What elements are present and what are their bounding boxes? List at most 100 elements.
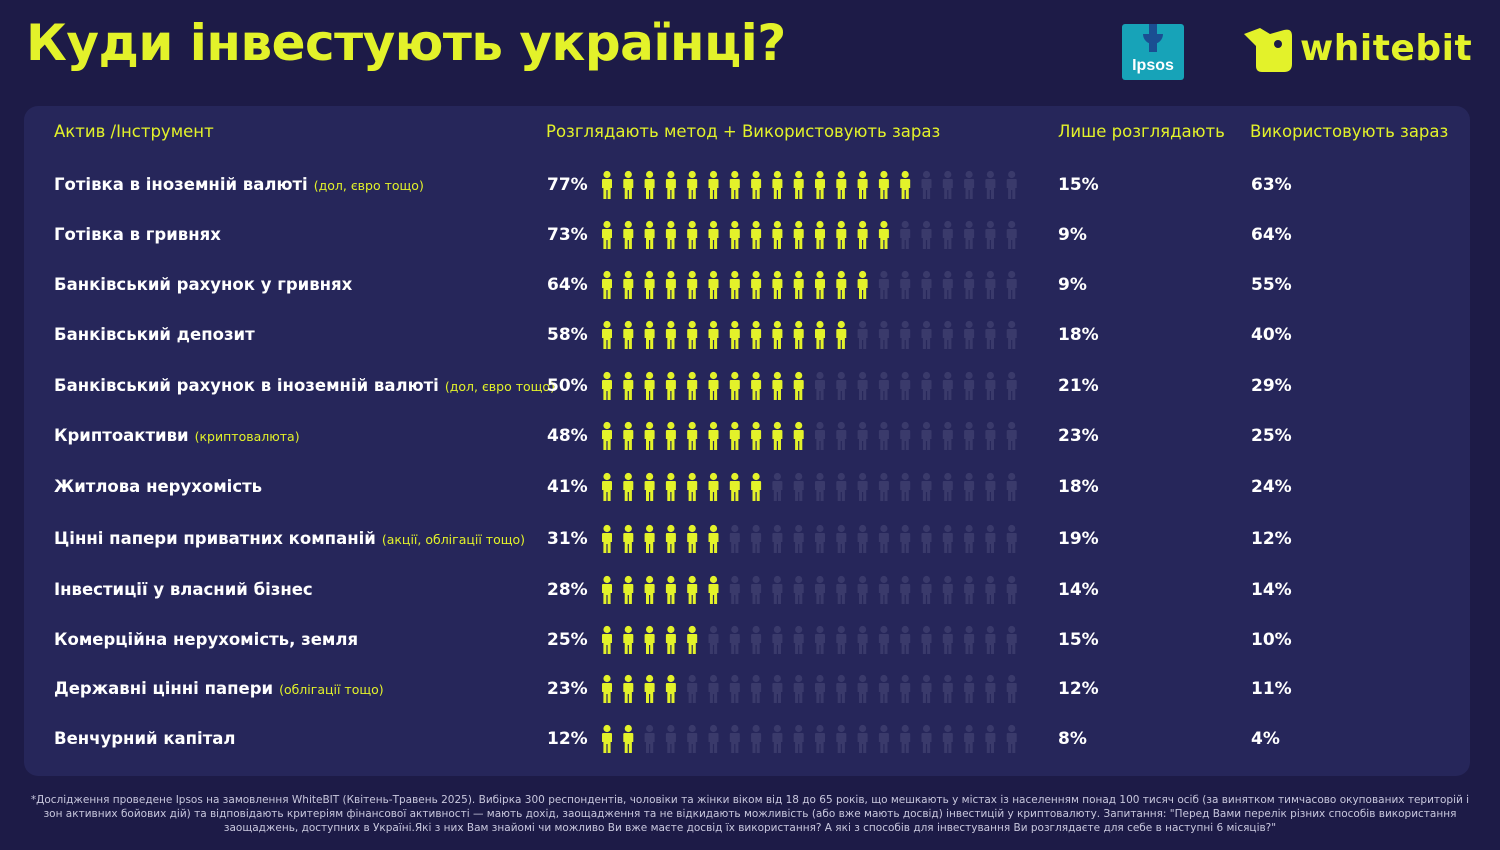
table-row: Цінні папери приватних компаній (акції, о… — [0, 524, 1500, 554]
person-icon-empty — [878, 674, 889, 703]
asset-label: Державні цінні папери (облігації тощо) — [54, 674, 384, 704]
person-icon-empty — [751, 625, 762, 654]
person-icon-filled — [623, 724, 634, 753]
person-icon-empty — [900, 220, 911, 249]
person-icon-filled — [644, 270, 655, 299]
asset-note: (облігації тощо) — [279, 682, 384, 697]
person-icon-empty — [985, 220, 996, 249]
person-icon-empty — [857, 421, 868, 450]
asset-label: Банківський рахунок у гривнях — [54, 270, 352, 300]
table-row: Готівка в іноземній валюті (дол, євро тощ… — [0, 170, 1500, 200]
person-icon-filled — [687, 320, 698, 349]
person-icon-filled — [793, 371, 804, 400]
person-icon-empty — [900, 320, 911, 349]
person-icon-empty — [964, 524, 975, 553]
person-icon-empty — [836, 575, 847, 604]
asset-name: Венчурний капітал — [54, 729, 236, 748]
person-icon-filled — [687, 270, 698, 299]
person-icon-empty — [751, 575, 762, 604]
table-row: Житлова нерухомість 41% 18% 24% — [0, 472, 1500, 502]
person-icon-empty — [1006, 674, 1017, 703]
person-icon-filled — [665, 170, 676, 199]
person-icon-empty — [985, 674, 996, 703]
person-icon-empty — [1006, 421, 1017, 450]
person-icon-filled — [623, 220, 634, 249]
person-icon-empty — [985, 625, 996, 654]
person-icon-empty — [708, 674, 719, 703]
combined-value: 31% — [547, 529, 588, 549]
person-icon-filled — [836, 220, 847, 249]
person-icon-filled — [687, 575, 698, 604]
person-icon-filled — [602, 421, 612, 450]
footnote: *Дослідження проведене Ipsos на замовлен… — [30, 794, 1470, 834]
person-icon-empty — [1006, 270, 1017, 299]
combined-value: 77% — [547, 175, 588, 195]
combined-value: 58% — [547, 325, 588, 345]
person-icon-row — [602, 625, 1017, 654]
asset-note: (акції, облігації тощо) — [381, 532, 526, 547]
person-icon-filled — [751, 270, 762, 299]
combined-value: 64% — [547, 275, 588, 295]
person-icon-empty — [857, 575, 868, 604]
person-icon-filled — [729, 472, 740, 501]
person-icon-empty — [964, 724, 975, 753]
person-icon-filled — [836, 270, 847, 299]
person-icon-empty — [1006, 625, 1017, 654]
person-icon-empty — [942, 575, 953, 604]
person-icon-row — [602, 524, 1017, 553]
using-now-value: 11% — [1251, 679, 1292, 699]
person-icon-filled — [623, 270, 634, 299]
asset-label: Інвестиції у власний бізнес — [54, 575, 313, 605]
table-row: Готівка в гривнях 73% 9% 64% — [0, 220, 1500, 250]
person-icon-empty — [921, 472, 932, 501]
person-icon-filled — [751, 320, 762, 349]
person-icon-filled — [751, 170, 762, 199]
person-icon-filled — [602, 220, 612, 249]
person-icon-filled — [644, 625, 655, 654]
person-icon-filled — [665, 524, 676, 553]
asset-name: Банківський рахунок у гривнях — [54, 275, 353, 294]
person-icon-filled — [687, 625, 698, 654]
person-icon-empty — [942, 320, 953, 349]
person-icon-row — [602, 575, 1017, 604]
person-icon-empty — [729, 575, 740, 604]
asset-label: Комерційна нерухомість, земля — [54, 625, 358, 655]
person-icon-filled — [623, 421, 634, 450]
person-icon-empty — [857, 724, 868, 753]
using-now-value: 63% — [1251, 175, 1292, 195]
person-icon-empty — [836, 421, 847, 450]
asset-label: Банківський депозит — [54, 320, 255, 350]
person-icon-row — [602, 674, 1017, 703]
person-icon-empty — [878, 472, 889, 501]
asset-name: Банківський депозит — [54, 325, 255, 344]
person-icon-empty — [793, 575, 804, 604]
using-now-value: 64% — [1251, 225, 1292, 245]
person-icon-filled — [729, 421, 740, 450]
person-icon-empty — [878, 371, 889, 400]
person-icon-filled — [708, 270, 719, 299]
using-now-value: 24% — [1251, 477, 1292, 497]
person-icon-empty — [772, 674, 783, 703]
person-icon-empty — [878, 320, 889, 349]
person-icon-filled — [665, 625, 676, 654]
person-icon-filled — [687, 472, 698, 501]
person-icon-filled — [708, 472, 719, 501]
person-icon-filled — [815, 320, 825, 349]
person-icon-row — [602, 320, 1017, 349]
person-icon-filled — [665, 472, 676, 501]
person-icon-empty — [985, 270, 996, 299]
column-header-only-considering: Лише розглядають — [1058, 122, 1225, 141]
person-icon-empty — [900, 625, 911, 654]
person-icon-filled — [772, 320, 783, 349]
only-considering-value: 14% — [1058, 580, 1099, 600]
column-header-combined: Розглядають метод + Використовують зараз — [546, 122, 941, 141]
person-icon-empty — [900, 421, 911, 450]
person-icon-empty — [815, 524, 825, 553]
column-header-using-now: Використовують зараз — [1250, 122, 1449, 141]
person-icon-filled — [793, 270, 804, 299]
person-icon-empty — [836, 625, 847, 654]
person-icon-empty — [921, 371, 932, 400]
person-icon-empty — [815, 421, 825, 450]
asset-name: Державні цінні папери — [54, 679, 274, 698]
person-icon-filled — [644, 170, 655, 199]
